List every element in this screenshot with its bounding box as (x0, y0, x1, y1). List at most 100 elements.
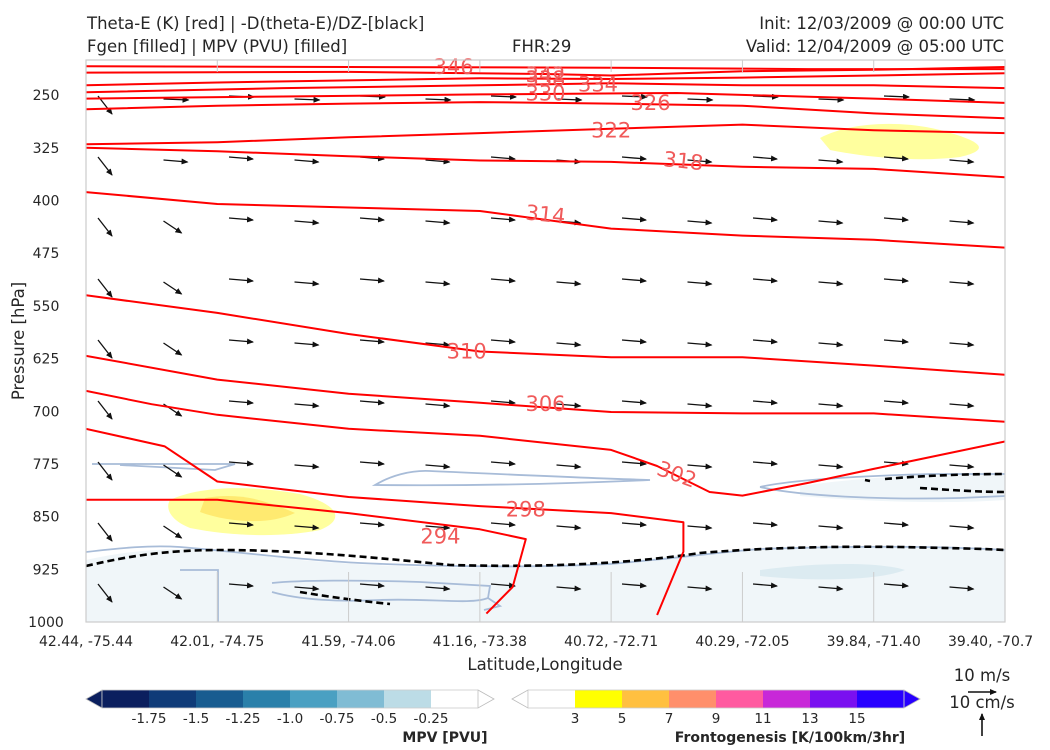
y-tick-label: 850 (33, 510, 60, 526)
wind-vector (425, 402, 451, 409)
theta-e-contour-294 (86, 498, 527, 615)
wind-vector (163, 586, 183, 600)
theta-e-label-294: 294 (420, 524, 460, 548)
colorbar-tick-label: -1.75 (132, 711, 167, 727)
theta-e-label-322: 322 (591, 118, 631, 142)
wind-vector (556, 402, 582, 409)
wind-vector (490, 521, 516, 528)
colorbar-swatch (528, 690, 576, 708)
wind-vector (294, 402, 320, 409)
colorbar-extension (477, 689, 495, 709)
colorbar-tick-label: 15 (848, 711, 865, 727)
wind-vector (163, 464, 183, 478)
wind-vector (752, 582, 778, 589)
wind-vector (818, 402, 844, 409)
wind-vector (621, 582, 647, 589)
colorbar-tick-label: 9 (712, 711, 721, 727)
colorbar-tick-label: -0.75 (320, 711, 355, 727)
wind-vector (621, 216, 647, 223)
colorbar-swatch (431, 690, 479, 708)
wind-vector (883, 460, 909, 467)
theta-e-contour-298 (86, 427, 685, 616)
colorbar-frame (527, 689, 905, 709)
wind-vector (294, 280, 320, 287)
init-time: Init: 12/03/2009 @ 00:00 UTC (759, 14, 1004, 33)
x-tick-label: 40.72, -72.71 (564, 634, 658, 650)
wind-vector (621, 277, 647, 284)
wind-vector (949, 280, 975, 287)
wind-vector (490, 399, 516, 406)
y-tick-label: 250 (33, 88, 60, 104)
wind-vector (163, 96, 190, 103)
wind-key-horizontal-label: 10 m/s (954, 666, 1010, 685)
wind-vector (228, 338, 254, 345)
theta-e-contour-318 (86, 146, 1005, 179)
wind-vectors (97, 93, 976, 603)
wind-vector (818, 96, 845, 103)
wind-vector (556, 463, 582, 470)
wind-vector (752, 521, 778, 528)
wind-vector (359, 521, 385, 528)
wind-vector (294, 585, 320, 592)
mpv-fill (86, 473, 1005, 622)
colorbar-swatch (575, 690, 623, 708)
wind-vector (883, 521, 909, 528)
colorbar-extension (85, 689, 103, 709)
wind-vector (687, 341, 713, 348)
wind-vector (949, 219, 975, 226)
y-tick-label: 925 (33, 562, 60, 578)
wind-vector (294, 463, 320, 470)
wind-key-vertical-label: 10 cm/s (949, 693, 1015, 712)
colorbar-tick-label: 5 (618, 711, 627, 727)
colorbar-swatch (149, 690, 197, 708)
wind-vector (818, 341, 844, 348)
wind-vector (228, 155, 254, 162)
wind-vector (949, 524, 975, 531)
dthetae-dz-contours (86, 472, 1005, 606)
wind-vector (818, 524, 844, 531)
colorbar-tick-label: 11 (754, 711, 771, 727)
wind-vector (425, 219, 451, 226)
wind-vector (556, 585, 582, 592)
wind-vector (97, 339, 113, 359)
colorbar-tick-label: 3 (571, 711, 580, 727)
theta-e-contour-302 (86, 389, 1005, 497)
y-tick-label: 400 (33, 194, 60, 210)
wind-vector (228, 277, 254, 284)
wind-vector (163, 525, 183, 539)
wind-vector (556, 341, 582, 348)
wind-vector (490, 277, 516, 284)
wind-vector (359, 460, 385, 467)
wind-vector (752, 338, 778, 345)
wind-vector (949, 158, 975, 165)
theta-e-contour-306 (86, 354, 1005, 423)
wind-vector (687, 463, 713, 470)
wind-vector (490, 338, 516, 345)
wind-vector (949, 341, 975, 348)
colorbar-tick-label: -1.5 (183, 711, 209, 727)
wind-vector (425, 280, 451, 287)
theta-e-label-338: 338 (525, 67, 565, 91)
wind-vector (752, 155, 778, 162)
wind-vector (425, 524, 451, 531)
wind-vector (490, 582, 516, 589)
wind-vector (883, 399, 909, 406)
theta-e-label-314: 314 (524, 201, 566, 229)
wind-vector (228, 460, 254, 467)
wind-vector (883, 338, 909, 345)
wind-vector (97, 217, 113, 237)
wind-vector (556, 280, 582, 287)
title-line-2: Fgen [filled] | MPV (PVU) [filled] (87, 37, 348, 56)
wind-vector (949, 402, 975, 409)
colorbar-swatch (669, 690, 717, 708)
wind-key: 10 m/s 10 cm/s (949, 666, 1015, 736)
wind-vector (490, 93, 517, 100)
wind-vector (294, 96, 321, 103)
colorbar-swatch (857, 690, 905, 708)
x-tick-label: 41.16, -73.38 (433, 634, 527, 650)
wind-vector (359, 338, 385, 345)
x-axis-ticks: 42.44, -75.44 42.01, -74.75 41.59, -74.06 4… (39, 60, 1033, 650)
wind-vector (359, 277, 385, 284)
